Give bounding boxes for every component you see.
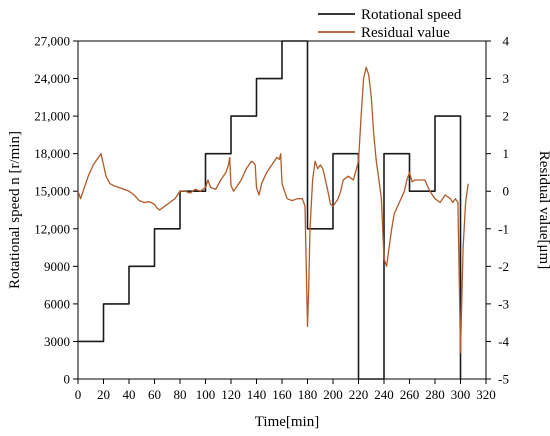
series-layer bbox=[77, 40, 469, 380]
series-line-rotational-speed bbox=[78, 40, 462, 380]
y-axis-right-label: Residual value[μm] bbox=[536, 151, 550, 269]
plot-frame bbox=[77, 40, 487, 380]
x-tick-label: 100 bbox=[196, 387, 216, 402]
x-tick-label: 220 bbox=[349, 387, 369, 402]
y-axis-left-label: Rotational speed n [r/min] bbox=[7, 131, 23, 289]
x-tick-label: 260 bbox=[400, 387, 420, 402]
y-left-tick-label: 27,000 bbox=[34, 34, 70, 49]
x-tick-label: 0 bbox=[75, 387, 82, 402]
x-tick-label: 160 bbox=[272, 387, 292, 402]
x-tick-label: 240 bbox=[374, 387, 394, 402]
x-tick-label: 60 bbox=[148, 387, 161, 402]
legend: Rotational speed Residual value bbox=[318, 7, 462, 41]
y-axis-left: 0 3000 6000 9000 12,000 15,000 18,000 21,000 24,… bbox=[34, 34, 78, 387]
y-right-tick-label: 0 bbox=[503, 184, 510, 199]
x-tick-label: 280 bbox=[425, 387, 445, 402]
y-right-tick-label: 3 bbox=[503, 71, 510, 86]
x-tick-label: 300 bbox=[451, 387, 471, 402]
legend-label: Rotational speed bbox=[361, 7, 462, 23]
y-left-tick-label: 12,000 bbox=[34, 221, 70, 236]
y-left-tick-label: 3000 bbox=[44, 334, 70, 349]
legend-label: Residual value bbox=[361, 25, 450, 41]
x-tick-label: 20 bbox=[97, 387, 110, 402]
y-left-tick-label: 18,000 bbox=[34, 146, 70, 161]
x-tick-label: 320 bbox=[476, 387, 496, 402]
y-left-tick-label: 0 bbox=[64, 372, 71, 387]
x-tick-label: 120 bbox=[221, 387, 241, 402]
series-line-residual-value bbox=[77, 66, 469, 354]
x-tick-label: 40 bbox=[123, 387, 136, 402]
y-right-tick-label: -1 bbox=[498, 221, 509, 236]
y-left-tick-label: 9000 bbox=[44, 259, 70, 274]
y-left-tick-label: 21,000 bbox=[34, 109, 70, 124]
x-axis-label: Time[min] bbox=[255, 414, 319, 430]
x-axis: 0 20 40 60 80 100 120 140 160 180 200 220 240 260 280 3… bbox=[75, 379, 496, 402]
plot-border bbox=[77, 40, 487, 380]
x-tick-label: 80 bbox=[174, 387, 187, 402]
y-right-tick-label: -2 bbox=[498, 259, 509, 274]
y-left-tick-label: 6000 bbox=[44, 296, 70, 311]
y-right-tick-label: -3 bbox=[498, 296, 509, 311]
x-tick-label: 180 bbox=[298, 387, 318, 402]
y-right-tick-label: 2 bbox=[503, 109, 510, 124]
y-right-tick-label: 4 bbox=[503, 34, 510, 49]
x-tick-label: 140 bbox=[247, 387, 267, 402]
y-left-tick-label: 24,000 bbox=[34, 71, 70, 86]
x-tick-label: 200 bbox=[323, 387, 343, 402]
y-right-tick-label: -5 bbox=[498, 372, 509, 387]
y-axis-right: -5 -4 -3 -2 -1 0 1 2 3 4 bbox=[486, 34, 510, 387]
y-left-tick-label: 15,000 bbox=[34, 184, 70, 199]
y-right-tick-label: -4 bbox=[498, 334, 509, 349]
y-right-tick-label: 1 bbox=[503, 146, 510, 161]
